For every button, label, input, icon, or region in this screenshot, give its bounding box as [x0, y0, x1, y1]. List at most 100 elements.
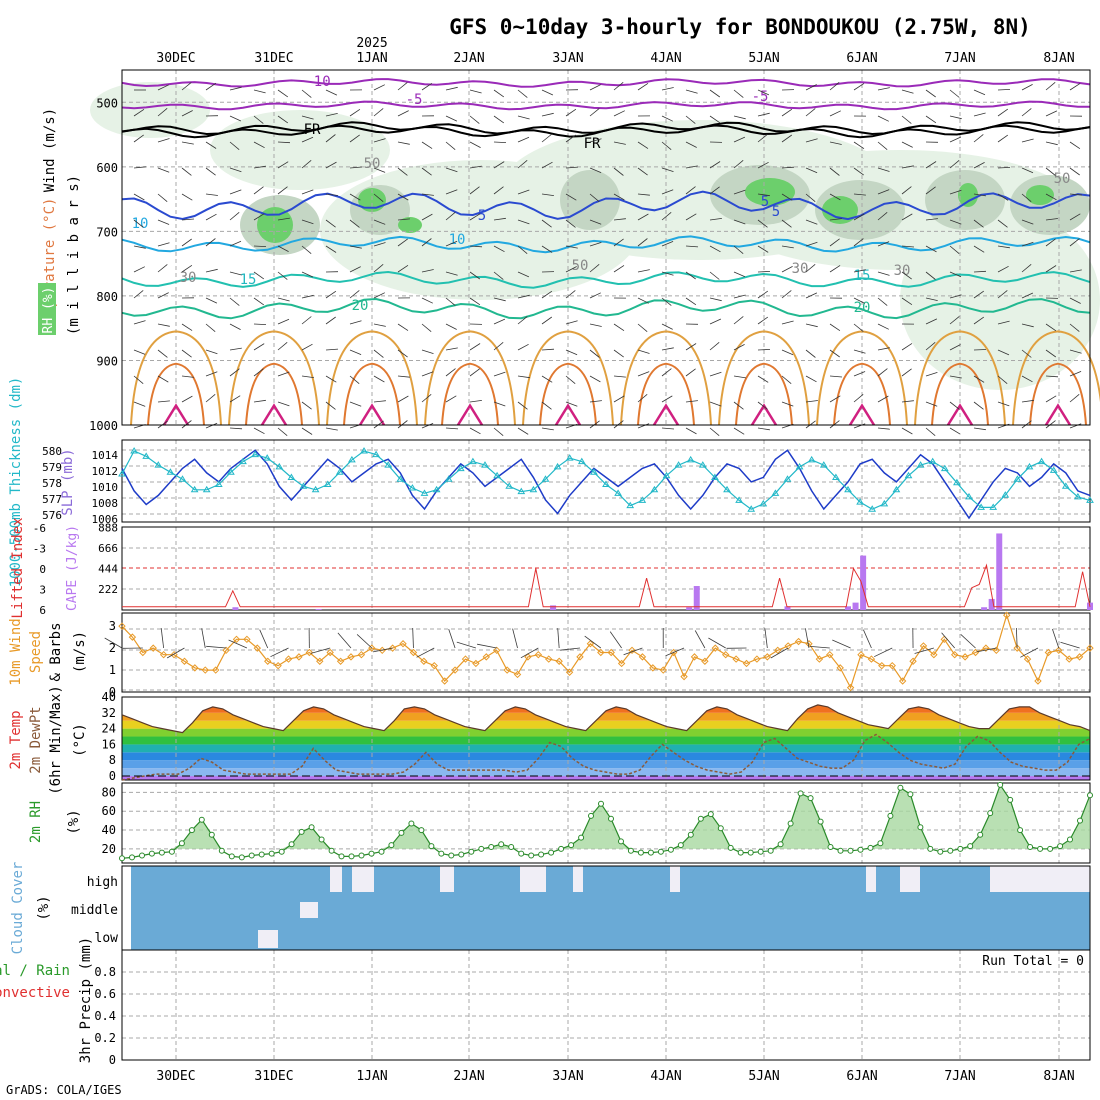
rh-marker	[827, 844, 834, 850]
wind-barb	[277, 161, 289, 169]
wind-barb	[733, 136, 746, 143]
rh-marker	[198, 816, 205, 823]
wind-barb	[589, 193, 600, 203]
wind-barb	[757, 245, 769, 253]
wind-barb-10m	[477, 643, 497, 649]
boundary-layer-contour	[637, 362, 695, 426]
wind-barb	[229, 347, 242, 351]
wind-barb	[493, 427, 504, 437]
wind-barb	[349, 108, 361, 117]
rh-marker	[119, 855, 125, 862]
wind-barb	[685, 271, 696, 280]
wind-barb	[829, 238, 840, 247]
wind-barb	[157, 107, 168, 117]
wind-speed-marker	[909, 657, 917, 665]
boundary-layer-contour	[456, 403, 484, 426]
wind-barb	[901, 141, 913, 148]
wind-barb	[349, 290, 360, 299]
rh-marker	[518, 850, 525, 857]
wind-barb	[541, 427, 554, 431]
top-day-label: 1JAN	[356, 51, 387, 66]
thickness-marker	[844, 485, 852, 493]
thickness-marker	[166, 468, 175, 475]
rh-tick-label: 20	[102, 842, 116, 856]
wind-barb	[349, 375, 360, 385]
wind-barb	[277, 297, 290, 302]
wind-barb	[1069, 269, 1082, 273]
wind-barb	[325, 348, 339, 351]
wind-barb	[133, 193, 145, 201]
wind-barb	[229, 271, 242, 276]
wind-barb	[325, 134, 336, 143]
temp-band	[122, 752, 1090, 761]
thickness-marker	[202, 485, 211, 493]
rh-marker	[308, 824, 315, 831]
rh-marker	[1077, 817, 1083, 824]
rh-marker	[618, 838, 624, 845]
wind-barb	[325, 427, 338, 431]
wind-barb	[781, 166, 795, 169]
label-slp: SLP (mb)	[60, 448, 76, 515]
wind-barb	[373, 420, 384, 429]
thickness-marker	[590, 468, 598, 475]
wind-barb	[469, 427, 481, 435]
wind-barb	[877, 189, 890, 195]
wind-barb	[517, 136, 530, 143]
rh-marker	[867, 844, 874, 851]
wind-speed-marker	[607, 648, 615, 657]
wind-barb	[325, 245, 337, 253]
wind-barb	[757, 401, 768, 410]
wind-barb	[781, 320, 794, 325]
precip-tick-label: 0	[109, 1053, 116, 1067]
rh-marker	[478, 845, 485, 852]
wind-barb	[133, 134, 144, 143]
wind-barb	[157, 400, 170, 403]
wind-speed-marker	[420, 657, 428, 665]
wind-barb	[325, 316, 336, 325]
wind-speed-marker	[586, 640, 595, 648]
wind-barb	[901, 343, 913, 351]
wind-barb	[493, 318, 506, 325]
wind-barb	[733, 115, 746, 120]
thickness-tick-label: 576	[42, 509, 62, 522]
label-wind10-barbs: & Barbs	[48, 622, 64, 681]
wind-barb	[253, 399, 266, 403]
bottom-day-label: 1JAN	[356, 1069, 387, 1084]
cloud-row-label: low	[95, 931, 119, 946]
rh-marker	[797, 790, 804, 797]
wind-barb	[877, 323, 889, 330]
wind-barb	[613, 395, 625, 403]
wind-barb	[541, 316, 553, 325]
slp-tick-label: 1008	[92, 497, 119, 510]
wind-barb	[469, 141, 481, 148]
wind-speed-marker	[305, 648, 314, 657]
wind-barb	[901, 186, 912, 195]
label-precip-c: 3hr Precip (mm)	[78, 937, 94, 1063]
cape-bar	[315, 609, 322, 610]
rh-shading-area	[398, 217, 422, 233]
wind-barb	[781, 193, 793, 201]
wind-barb	[805, 420, 816, 429]
wind-barb	[949, 159, 960, 169]
thickness-marker	[965, 492, 973, 500]
wind-barb	[661, 167, 674, 172]
wind-barb	[373, 193, 384, 203]
wind-barb	[1021, 292, 1034, 299]
thickness-marker	[807, 455, 816, 463]
thickness-marker	[227, 468, 235, 475]
wind-barb	[565, 320, 578, 325]
wind-barb	[349, 193, 361, 201]
wind-barb	[637, 213, 649, 221]
wind-barb	[1021, 167, 1034, 174]
wind-barb	[613, 349, 624, 358]
rh-marker	[857, 846, 864, 853]
boundary-layer-contour	[260, 403, 288, 426]
wind-speed-marker	[409, 648, 418, 657]
wind-barb	[709, 161, 721, 169]
wind-barb	[925, 115, 937, 124]
wind-barb-10m	[914, 647, 934, 654]
thickness-marker	[239, 457, 247, 465]
wind-barb	[997, 219, 1008, 228]
wind-barb	[157, 167, 170, 173]
